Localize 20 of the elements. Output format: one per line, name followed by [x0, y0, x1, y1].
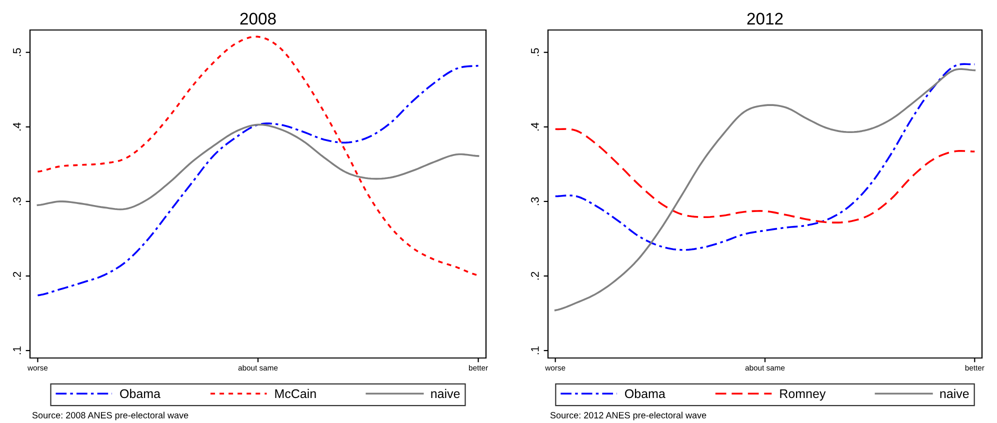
legend-label: naive: [940, 388, 969, 398]
y-tick-label: .4: [13, 122, 21, 131]
y-tick-label: .1: [531, 346, 539, 354]
legend-label: Obama: [625, 388, 666, 398]
y-tick-label: .5: [13, 48, 21, 56]
source-note: Source: 2008 ANES pre-electoral wave: [32, 412, 188, 420]
legend-label: naive: [431, 388, 460, 398]
legend-label: McCain: [275, 388, 316, 398]
y-tick-label: .2: [530, 272, 539, 280]
y-tick-label: .1: [13, 346, 21, 354]
chart-title: 2008: [240, 12, 276, 25]
y-tick-label: .2: [12, 272, 21, 280]
y-tick-label: .5: [531, 48, 539, 56]
y-tick-label: .3: [530, 197, 539, 206]
y-tick-label: .4: [531, 122, 539, 131]
chart-title: 2012: [747, 12, 783, 25]
y-tick-label: .3: [12, 197, 21, 206]
legend-label: Romney: [780, 389, 826, 401]
source-note: Source: 2012 ANES pre-electoral wave: [550, 412, 706, 420]
legend-label: Obama: [120, 388, 160, 398]
